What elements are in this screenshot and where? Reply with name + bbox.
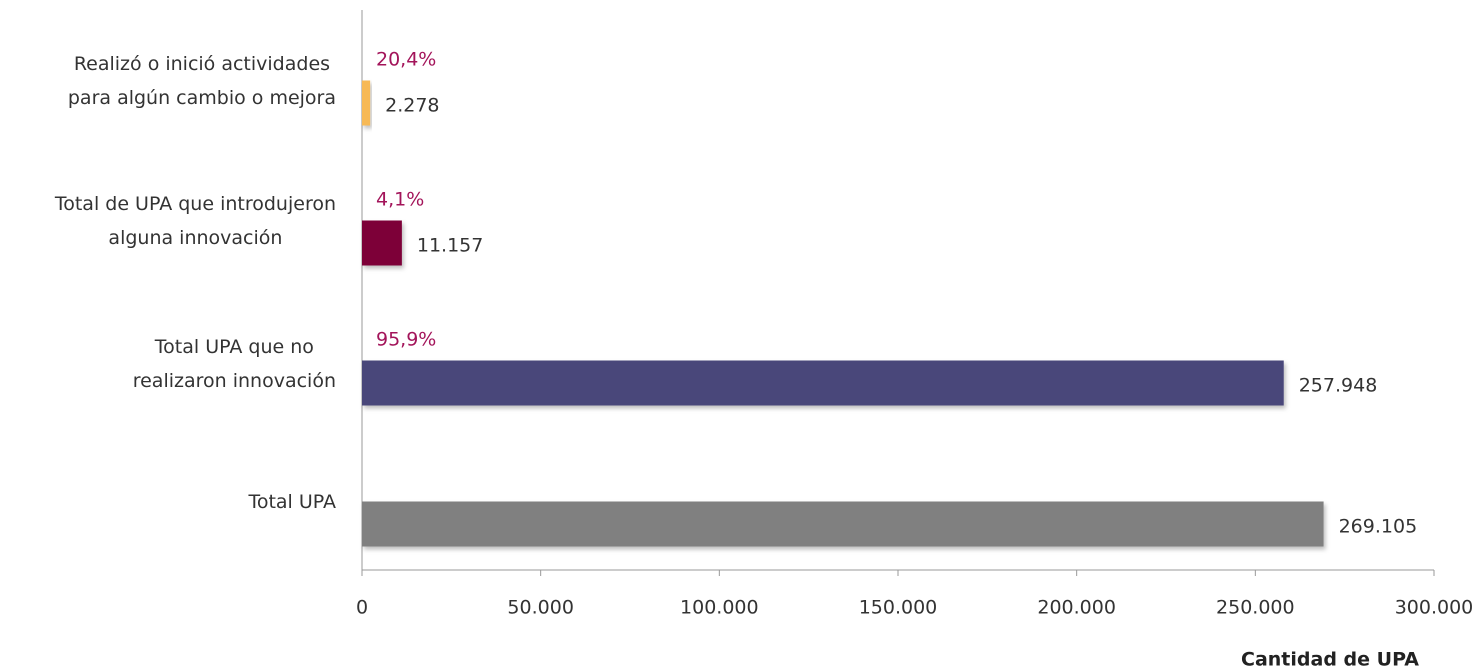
x-tick-label: 250.000 (1216, 597, 1295, 619)
x-tick-label: 200.000 (1037, 597, 1116, 619)
category-line: Total de UPA que introdujeron (54, 193, 336, 215)
x-axis-title: Cantidad de UPA (1241, 649, 1419, 671)
x-tick-label: 300.000 (1395, 597, 1474, 619)
x-tick-label: 150.000 (859, 597, 938, 619)
bar (362, 80, 371, 126)
percent-label: 4,1% (376, 189, 424, 211)
bar (362, 501, 1324, 547)
category-line: Total UPA que no (154, 336, 314, 358)
value-label: 2.278 (385, 95, 439, 117)
percent-label: 20,4% (376, 49, 436, 71)
category-label: Realizó o inició actividades para algún c… (68, 47, 336, 115)
x-tick-label: 0 (356, 597, 368, 619)
category-line: para algún cambio o mejora (67, 87, 336, 109)
percent-label: 95,9% (376, 329, 436, 351)
bar (362, 220, 402, 266)
category-label: Total UPA que no realizaron innovación (133, 330, 336, 398)
bar (362, 360, 1284, 406)
category-label: Total UPA (248, 485, 336, 519)
value-label: 257.948 (1299, 375, 1378, 397)
category-line: Total UPA (248, 491, 336, 513)
value-label: 269.105 (1339, 516, 1418, 538)
x-tick-label: 50.000 (507, 597, 573, 619)
value-label: 11.157 (417, 235, 483, 257)
x-tick-label: 100.000 (680, 597, 759, 619)
category-line: Realizó o inició actividades (73, 53, 331, 75)
category-line: realizaron innovación (132, 370, 336, 392)
category-line: alguna innovación (108, 227, 283, 249)
category-label: Total de UPA que introdujeron alguna inno… (55, 187, 336, 255)
